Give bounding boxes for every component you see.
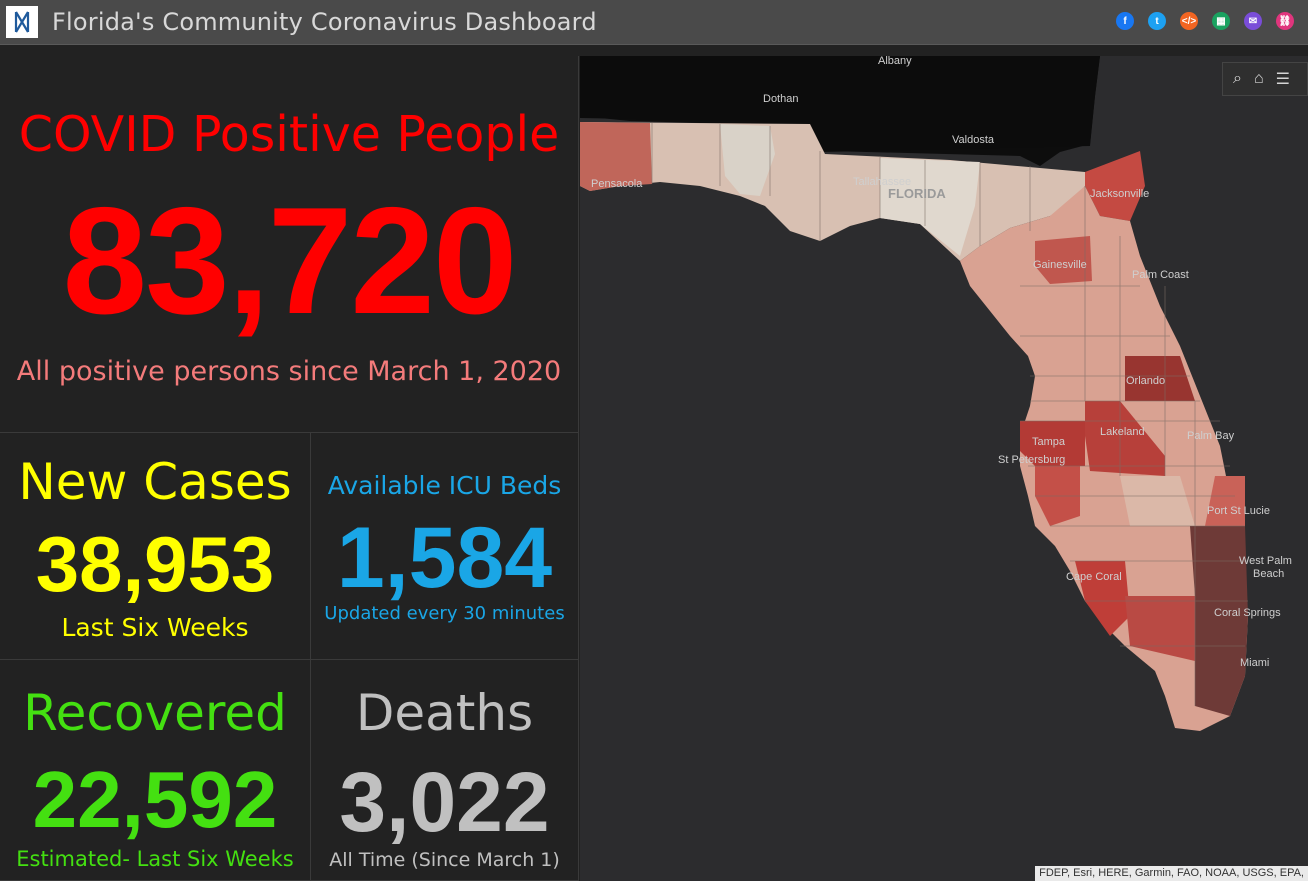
county-borders xyxy=(651,123,1248,706)
city-jacksonville: Jacksonville xyxy=(1090,188,1149,200)
city-cape-coral: Cape Coral xyxy=(1066,571,1122,583)
city-st-petersburg: St Petersburg xyxy=(998,454,1065,466)
deaths-subtitle: All Time (Since March 1) xyxy=(329,849,560,871)
app-header: Florida's Community Coronavirus Dashboar… xyxy=(0,0,1308,45)
city-port-st-lucie: Port St Lucie xyxy=(1207,505,1270,517)
city-tallahassee: Tallahassee xyxy=(853,176,911,188)
state-label: FLORIDA xyxy=(888,186,946,201)
florida-county-map[interactable]: Albany Dothan Valdosta Pensacola Tallaha… xyxy=(580,56,1308,881)
search-icon[interactable]: ⌕ xyxy=(1233,70,1242,87)
new-cases-card: New Cases 38,953 Last Six Weeks xyxy=(0,433,311,660)
city-pensacola: Pensacola xyxy=(591,178,643,190)
icu-heading: Available ICU Beds xyxy=(327,471,562,500)
deaths-card: Deaths 3,022 All Time (Since March 1) xyxy=(311,660,579,881)
alachua-county xyxy=(1035,236,1092,284)
map-toolbar: ⌕ ⌂ ☰ xyxy=(1222,62,1308,96)
embed-icon[interactable]: </> xyxy=(1180,12,1198,30)
county-shape xyxy=(1120,476,1195,526)
city-tampa: Tampa xyxy=(1032,436,1066,448)
hillsborough-county xyxy=(1020,421,1085,466)
escambia-county xyxy=(580,122,652,191)
city-west-palm: West Palm xyxy=(1239,555,1292,567)
city-west-palm-beach: Beach xyxy=(1253,568,1284,580)
st-lucie-county xyxy=(1205,476,1245,526)
recovered-subtitle: Estimated- Last Six Weeks xyxy=(16,847,294,871)
county-shape xyxy=(720,124,775,196)
icu-subtitle: Updated every 30 minutes xyxy=(324,603,565,624)
twitter-icon[interactable]: t xyxy=(1148,12,1166,30)
city-valdosta: Valdosta xyxy=(952,134,995,146)
city-miami: Miami xyxy=(1240,657,1269,669)
link-icon[interactable]: ⛓ xyxy=(1276,12,1294,30)
orange-county xyxy=(1125,356,1195,401)
city-coral-springs: Coral Springs xyxy=(1214,607,1281,619)
positive-subtitle: All positive persons since March 1, 2020 xyxy=(16,356,562,387)
deaths-count: 3,022 xyxy=(339,755,550,849)
recovered-count: 22,592 xyxy=(32,755,278,844)
facebook-icon[interactable]: f xyxy=(1116,12,1134,30)
city-orlando: Orlando xyxy=(1126,375,1165,387)
polk-county xyxy=(1085,401,1165,476)
share-toolbar: f t </> ▦ ✉ ⛓ xyxy=(1116,12,1294,30)
icu-count: 1,584 xyxy=(336,510,553,606)
new-cases-count: 38,953 xyxy=(35,520,275,608)
icu-beds-card: Available ICU Beds 1,584 Updated every 3… xyxy=(311,433,579,660)
recovered-heading: Recovered xyxy=(23,684,287,742)
recovered-card: Recovered 22,592 Estimated- Last Six Wee… xyxy=(0,660,311,881)
positive-count: 83,720 xyxy=(62,176,518,346)
city-dothan: Dothan xyxy=(763,93,798,105)
county-shape xyxy=(880,158,980,256)
broward-miami-dade-counties xyxy=(1190,526,1248,716)
app-title: Florida's Community Coronavirus Dashboar… xyxy=(52,8,597,36)
city-lakeland: Lakeland xyxy=(1100,426,1145,438)
app-logo-icon xyxy=(6,6,38,38)
duval-county xyxy=(1085,151,1145,221)
city-palm-bay: Palm Bay xyxy=(1187,430,1235,442)
positive-heading: COVID Positive People xyxy=(18,106,560,163)
deaths-heading: Deaths xyxy=(355,684,534,742)
collier-county xyxy=(1125,596,1195,661)
positive-people-card: COVID Positive People 83,720 All positiv… xyxy=(0,56,579,433)
georgia-alabama-land xyxy=(580,56,1100,152)
city-palm-coast: Palm Coast xyxy=(1132,269,1189,281)
home-icon[interactable]: ⌂ xyxy=(1253,70,1264,87)
new-cases-heading: New Cases xyxy=(18,453,292,511)
map-attribution: FDEP, Esri, HERE, Garmin, FAO, NOAA, USG… xyxy=(1035,866,1308,881)
city-labels: Albany Dothan Valdosta Pensacola Tallaha… xyxy=(591,56,1292,669)
email-icon[interactable]: ✉ xyxy=(1244,12,1262,30)
list-icon[interactable]: ☰ xyxy=(1275,71,1290,88)
lee-county xyxy=(1075,561,1130,636)
map-canvas[interactable]: Albany Dothan Valdosta Pensacola Tallaha… xyxy=(580,56,1308,881)
city-albany: Albany xyxy=(878,56,912,67)
qr-code-icon[interactable]: ▦ xyxy=(1212,12,1230,30)
stats-panel: COVID Positive People 83,720 All positiv… xyxy=(0,56,579,881)
new-cases-subtitle: Last Six Weeks xyxy=(61,613,249,642)
city-gainesville: Gainesville xyxy=(1033,259,1087,271)
